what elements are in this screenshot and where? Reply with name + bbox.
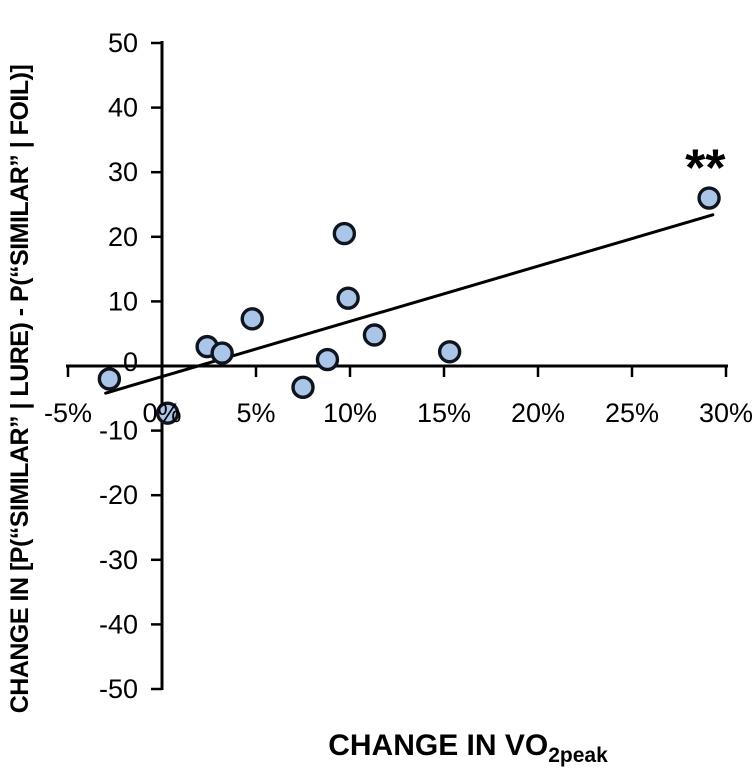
y-tick-label: -20 bbox=[99, 480, 138, 510]
x-tick-label: 25% bbox=[605, 398, 659, 428]
y-tick-label: -10 bbox=[99, 416, 138, 446]
y-tick-label: 0 bbox=[123, 347, 138, 377]
data-point bbox=[97, 367, 122, 391]
y-tick-label: -50 bbox=[99, 674, 138, 704]
data-point bbox=[240, 307, 264, 331]
y-tick-label: -40 bbox=[99, 609, 138, 639]
data-point bbox=[332, 221, 357, 246]
x-axis-title: CHANGE IN VO2peak bbox=[180, 729, 756, 768]
x-tick-label: 20% bbox=[511, 398, 565, 428]
x-tick-label: 10% bbox=[323, 398, 377, 428]
y-tick-label: 10 bbox=[108, 286, 138, 316]
y-axis-title: CHANGE IN [P(“SIMILAR” | LURE) - P(“SIMI… bbox=[6, 64, 34, 714]
x-tick-label: 30% bbox=[699, 398, 753, 428]
significance-annotation: ** bbox=[685, 139, 726, 197]
data-point bbox=[362, 323, 387, 347]
y-tick-label: 40 bbox=[108, 93, 138, 123]
data-point bbox=[697, 186, 721, 210]
y-tick-label: -30 bbox=[99, 545, 138, 575]
x-tick-label: 15% bbox=[417, 398, 471, 428]
data-point bbox=[315, 347, 340, 372]
x-tick-label: 0% bbox=[142, 398, 181, 428]
chart-canvas: 50 40 30 20 10 0 -10 -20 -30 -40 -50 -5% 0% 5% 10% 15% 2… bbox=[44, 28, 753, 704]
y-tick-label: 50 bbox=[108, 28, 138, 58]
data-point bbox=[155, 401, 180, 425]
data-point bbox=[210, 341, 234, 365]
y-tick-label: 20 bbox=[108, 222, 138, 252]
x-tick-label: -5% bbox=[44, 398, 92, 428]
x-axis-title-subscript: 2peak bbox=[548, 744, 608, 767]
data-point bbox=[437, 340, 462, 364]
y-tick-label: 30 bbox=[108, 157, 138, 187]
x-axis-title-text: CHANGE IN VO bbox=[328, 729, 549, 762]
trend-line bbox=[104, 213, 715, 395]
data-point bbox=[336, 286, 360, 310]
x-tick-label: 5% bbox=[236, 398, 275, 428]
data-point bbox=[291, 375, 315, 400]
